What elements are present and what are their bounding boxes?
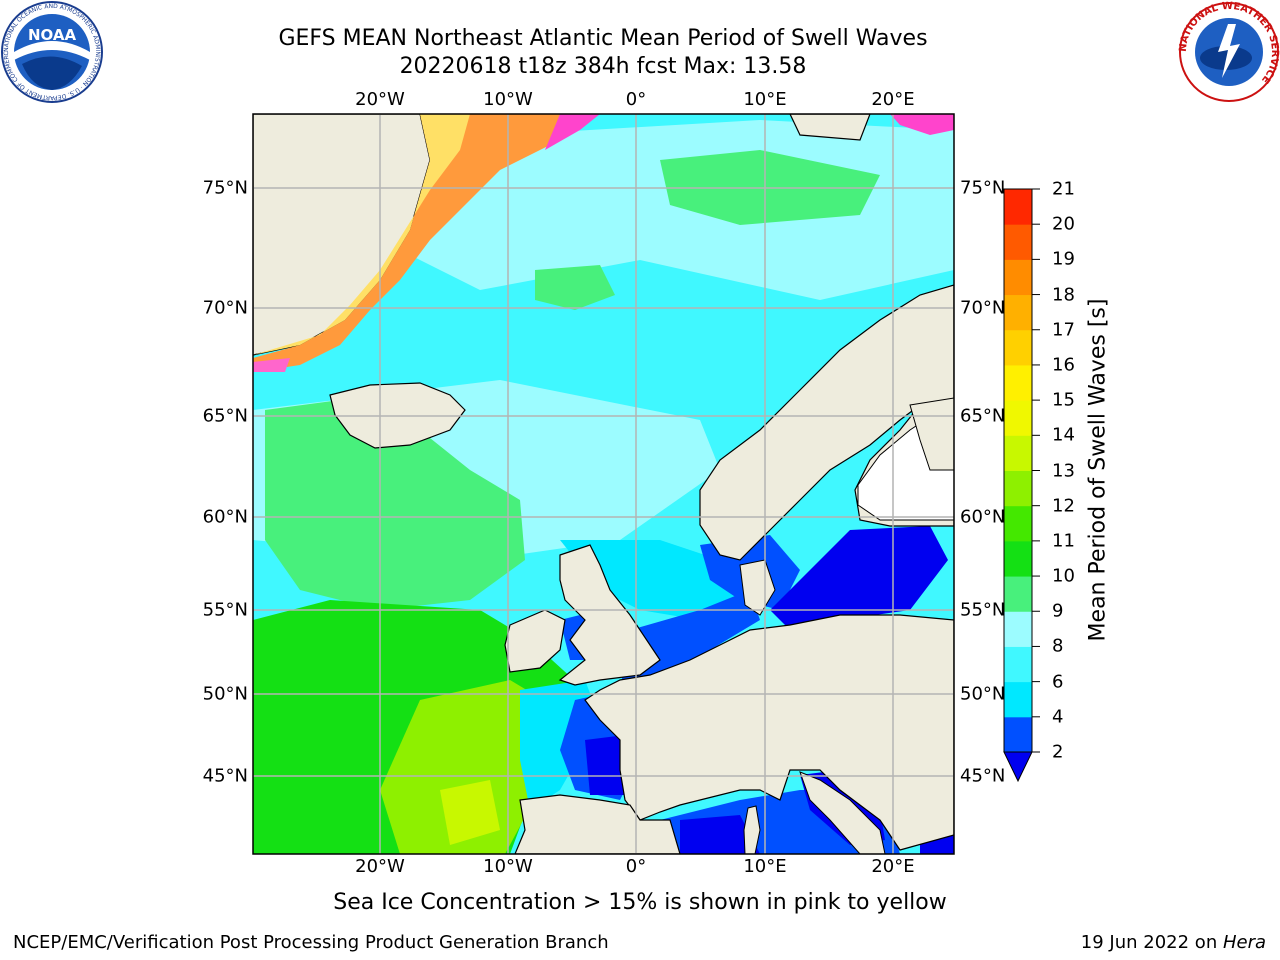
map-frame <box>252 113 955 855</box>
colorbar-band <box>1004 259 1032 296</box>
footer-host: Hera <box>1222 932 1266 953</box>
colorbar-band <box>1004 716 1032 753</box>
land-italy <box>799 771 886 854</box>
swell-region-deep-blue <box>770 526 948 630</box>
colorbar-tick-label: 15 <box>1052 389 1075 411</box>
lon-label-top: 10°W <box>483 89 533 110</box>
colorbar-tick-label: 14 <box>1052 424 1075 446</box>
lon-label-bottom: 10°W <box>483 856 533 877</box>
colorbar-title: Mean Period of Swell Waves [s] <box>1085 298 1111 642</box>
colorbar-tick-label: 2 <box>1052 741 1064 763</box>
lat-label-left: 75°N <box>202 177 248 199</box>
colorbar-band <box>1004 189 1032 225</box>
footer-date-text: 19 Jun 2022 on <box>1080 932 1223 953</box>
colorbar-tick-label: 18 <box>1052 284 1075 306</box>
colorbar-band <box>1004 435 1032 471</box>
nws-logo: NATIONAL WEATHER SERVICE <box>1178 1 1280 102</box>
colorbar-tick-label: 11 <box>1052 530 1075 552</box>
lat-label-left: 70°N <box>202 297 248 319</box>
lat-label-left: 55°N <box>202 599 248 621</box>
sea-ice-edge <box>253 114 600 372</box>
lat-label-left: 60°N <box>202 506 248 528</box>
colorbar-band <box>1004 224 1032 260</box>
colorbar-tick-label: 13 <box>1052 460 1075 481</box>
svg-text:NOAA: NOAA <box>28 26 77 44</box>
land-great-britain <box>558 544 661 686</box>
colorbar-tick-label: 6 <box>1052 671 1064 693</box>
colorbar-band <box>1004 576 1032 612</box>
lat-label-right: 60°N <box>960 506 1006 528</box>
colorbar-tick-label: 8 <box>1052 635 1064 657</box>
map-gridlines <box>253 114 954 854</box>
footer-date: 19 Jun 2022 on Hera <box>1081 932 1266 953</box>
footer-credit: NCEP/EMC/Verification Post Processing Pr… <box>13 932 609 953</box>
land-ireland <box>504 609 566 673</box>
lat-label-right: 45°N <box>960 765 1006 787</box>
colorbar-tick-label: 10 <box>1052 565 1075 587</box>
colorbar-tick-label: 21 <box>1052 178 1075 200</box>
lat-label-right: 75°N <box>960 177 1006 199</box>
lat-label-left: 45°N <box>202 765 248 787</box>
colorbar-band <box>1004 329 1032 366</box>
lon-label-top: 0° <box>625 89 647 110</box>
colorbar-tick-label: 4 <box>1052 706 1064 728</box>
colorbar-band <box>1004 611 1032 647</box>
swell-region-yellow-green <box>380 680 560 854</box>
swell-region-yellow-green <box>440 780 500 845</box>
colorbar-band <box>1004 470 1032 507</box>
land-svalbard <box>789 114 871 141</box>
sea-ice-pink <box>545 114 600 150</box>
land-corsica-sardinia <box>743 805 761 854</box>
lat-label-left: 50°N <box>202 683 248 705</box>
lon-label-top: 10°E <box>743 89 787 110</box>
land-iberia <box>514 794 681 854</box>
colorbar-bands <box>1004 189 1032 753</box>
lon-label-top: 20°E <box>871 89 915 110</box>
lon-label-top: 20°W <box>355 89 405 110</box>
colorbar-tick-label: 19 <box>1052 248 1075 270</box>
lat-label-right: 70°N <box>960 297 1006 319</box>
swell-region-deep-blue <box>680 815 760 854</box>
sea-ice-pink <box>890 114 954 135</box>
map-title: GEFS MEAN Northeast Atlantic Mean Period… <box>278 26 928 51</box>
colorbar-tick-label: 12 <box>1052 495 1075 517</box>
colorbar-band <box>1004 646 1032 683</box>
colorbar-tick-label: 17 <box>1052 319 1075 341</box>
lon-label-bottom: 20°E <box>871 856 915 877</box>
colorbar-band <box>1004 540 1032 577</box>
sea-ice-note: Sea Ice Concentration > 15% is shown in … <box>333 890 947 915</box>
swell-region-deep-blue <box>585 735 630 795</box>
sea-ice-pink <box>253 358 290 372</box>
swell-region-green <box>535 265 615 310</box>
colorbar-ticks <box>1032 188 1040 753</box>
lat-label-left: 65°N <box>202 405 248 427</box>
sea-ice-inner <box>253 114 470 355</box>
colorbar-under-triangle <box>1003 751 1033 783</box>
lat-label-right: 50°N <box>960 683 1006 705</box>
swell-region-blue <box>620 590 760 690</box>
colorbar-band <box>1004 294 1032 331</box>
colorbar-tick-label: 16 <box>1052 354 1075 376</box>
lat-label-right: 55°N <box>960 599 1006 621</box>
colorbar-band <box>1004 400 1032 436</box>
colorbar-band <box>1004 364 1032 401</box>
colorbar-tick-label: 20 <box>1052 213 1075 235</box>
lon-label-bottom: 20°W <box>355 856 405 877</box>
colorbar-band <box>1004 681 1032 718</box>
map-subtitle: 20220618 t18z 384h fcst Max: 13.58 <box>399 54 807 79</box>
land-denmark <box>739 559 776 616</box>
lon-label-bottom: 10°E <box>743 856 787 877</box>
swell-region-green <box>265 400 525 610</box>
colorbar-band <box>1004 505 1032 542</box>
lon-label-bottom: 0° <box>625 856 647 877</box>
lat-label-right: 65°N <box>960 405 1006 427</box>
colorbar-tick-label: 9 <box>1052 600 1064 622</box>
noaa-logo: NOAA NATIONAL OCEANIC AND ATMOSPHERIC AD… <box>0 0 103 103</box>
